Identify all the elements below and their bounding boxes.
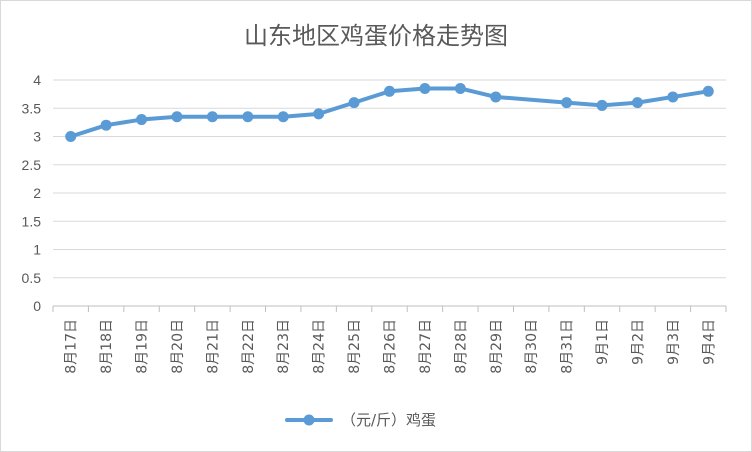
data-point [206,111,218,123]
x-tick-label: 8月28日 [453,319,469,374]
chart-title: 山东地区鸡蛋价格走势图 [244,22,508,50]
y-tick-label: 4 [33,72,41,88]
gridlines [53,79,726,279]
x-tick-label: 8月26日 [383,319,399,374]
x-tick-label: 9月2日 [630,319,646,365]
data-point [702,85,714,97]
data-point [313,108,325,120]
data-point [384,85,395,97]
y-tick-label: 3.5 [22,100,42,116]
data-point [596,99,608,111]
y-tick-label: 0.5 [22,270,42,286]
x-tick-label: 8月25日 [347,319,363,374]
legend-label: （元/斤）鸡蛋 [341,411,436,429]
x-tick-label: 8月31日 [560,319,576,374]
y-tick-label: 3 [33,129,41,145]
x-tick-label: 8月20日 [170,319,186,374]
y-tick-label: 2.5 [22,157,42,173]
data-point [631,97,643,109]
x-tick-label: 8月21日 [205,319,221,374]
x-tick-label: 9月4日 [701,319,717,365]
legend-marker [303,414,315,426]
data-point [454,82,466,94]
legend: （元/斤）鸡蛋 [285,411,436,429]
y-tick-labels: 0 0.5 1 1.5 2 2.5 3 3.5 4 [22,72,42,314]
x-tick-label: 8月17日 [64,319,80,374]
data-point [419,82,431,94]
data-point [171,111,183,123]
x-tick-label: 9月3日 [666,319,682,365]
axes [52,305,727,312]
x-tick-label: 8月22日 [241,319,257,374]
data-point [667,91,679,103]
data-point [277,111,289,123]
x-tick-label: 8月18日 [99,319,115,374]
data-point [348,97,360,109]
x-tick-labels: 8月17日 8月18日 8月19日 8月20日 8月21日 8月22日 8月23日 8月24日… [64,319,718,374]
data-point [136,114,148,126]
x-tick-label: 8月30日 [524,319,540,374]
y-tick-label: 1 [33,242,41,258]
x-tick-label: 8月27日 [418,319,434,374]
y-tick-label: 2 [33,185,41,201]
data-point [65,131,77,142]
data-point [242,111,254,123]
y-tick-label: 1.5 [22,213,42,229]
x-tick-label: 8月24日 [312,319,328,374]
x-tick-label: 8月29日 [489,319,505,374]
series-line [68,86,711,139]
data-point [490,91,502,103]
series-layer [65,82,714,142]
data-point [100,119,112,131]
x-tick-label: 8月19日 [135,319,151,374]
y-tick-label: 0 [33,298,41,314]
data-point [561,97,573,109]
x-tick-label: 8月23日 [276,319,292,374]
x-tick-label: 9月1日 [595,319,611,365]
